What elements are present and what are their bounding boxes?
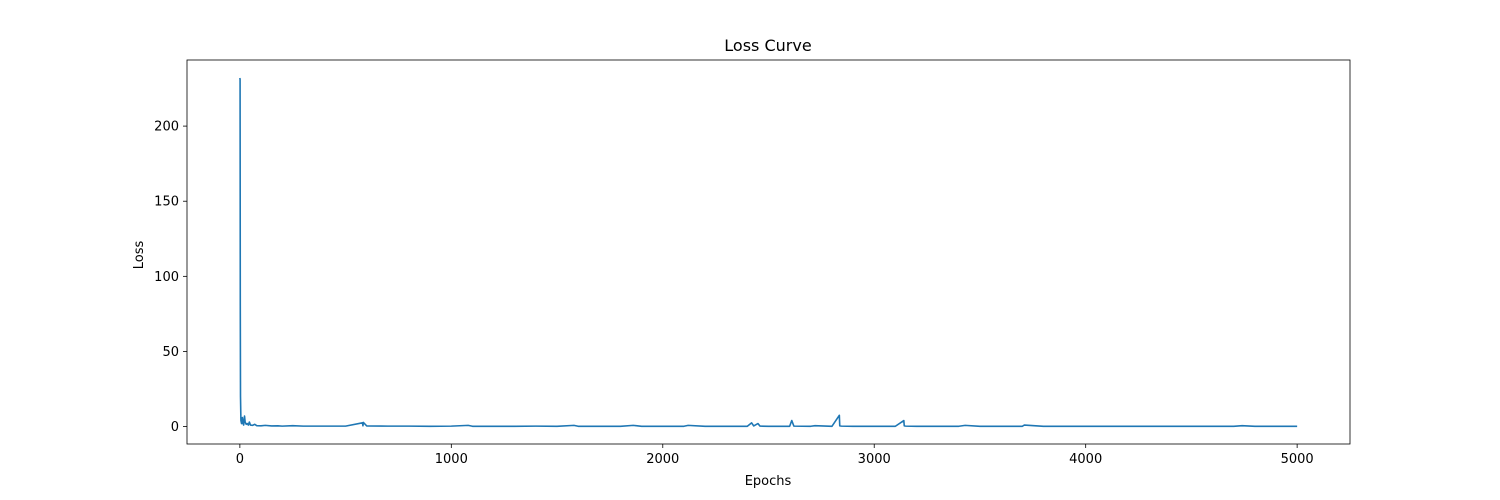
y-tick-label: 0 bbox=[171, 420, 179, 435]
x-tick-label: 1000 bbox=[435, 452, 468, 467]
x-tick-label: 4000 bbox=[1069, 452, 1102, 467]
y-tick-label: 150 bbox=[154, 195, 179, 210]
x-tick-label: 5000 bbox=[1281, 452, 1314, 467]
x-axis-title: Epochs bbox=[745, 474, 792, 489]
x-tick-label: 3000 bbox=[858, 452, 891, 467]
series-line-loss bbox=[239, 77, 1298, 428]
y-axis-title: Loss bbox=[132, 241, 147, 270]
x-tick-label: 2000 bbox=[646, 452, 679, 467]
x-axis: 0 1000 2000 3000 4000 5000 bbox=[236, 444, 1314, 467]
y-tick-label: 100 bbox=[154, 270, 179, 285]
y-axis: 0 50 100 150 200 bbox=[154, 120, 187, 435]
y-tick-label: 50 bbox=[162, 345, 179, 360]
plot-area bbox=[186, 59, 1351, 445]
plot-frame bbox=[186, 59, 1351, 445]
chart-title: Loss Curve bbox=[724, 36, 811, 55]
y-tick-label: 200 bbox=[154, 120, 179, 135]
x-tick-label: 0 bbox=[236, 452, 244, 467]
